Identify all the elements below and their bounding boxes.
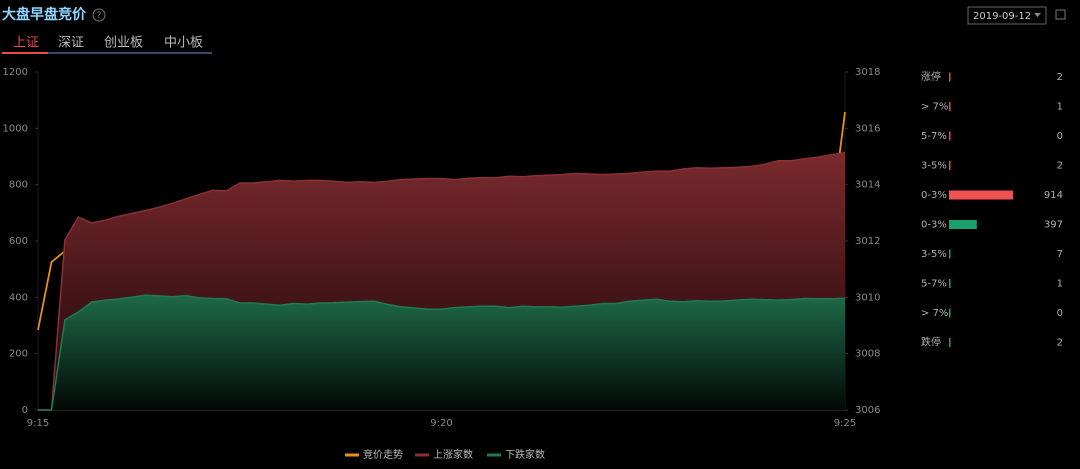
legend-label: 上涨家数 [433,448,473,461]
legend-label: 下跌家数 [505,448,545,461]
y2-tick-label: 3016 [855,123,880,134]
area [38,295,845,410]
tab[interactable]: 中小板 [164,36,203,51]
panel-label: 3-5% [921,161,947,172]
panel-value: 1 [1057,279,1063,290]
panel-bar [949,161,951,170]
panel-value: 0 [1057,131,1063,142]
panel-value: 2 [1057,338,1063,349]
panel-bar [949,279,951,288]
x-tick-label: 9:15 [27,418,49,429]
panel-value: 2 [1057,161,1063,172]
y2-tick-label: 3010 [855,292,880,303]
panel-value: 7 [1057,249,1063,260]
tab[interactable]: 上证 [13,36,39,51]
panel-bar [949,308,951,318]
y2-tick-label: 3006 [855,405,880,416]
panel-bar [949,190,1013,200]
x-tick-label: 9:25 [834,418,856,429]
panel-bar [949,249,951,259]
panel-bar [949,220,977,229]
panel-value: 914 [1044,190,1063,201]
calendar-icon[interactable] [1055,9,1066,20]
panel-label: 5-7% [921,279,947,290]
panel-bar [949,102,951,111]
panel-label: 5-7% [921,131,947,142]
help-icon[interactable] [92,8,106,22]
title: 大盘早盘竞价 [2,6,87,23]
help-text[interactable]: ? [97,11,102,21]
y2-tick-label: 3018 [855,67,880,78]
legend-label: 竞价走势 [363,448,403,461]
y2-tick-label: 3008 [855,349,880,360]
panel-label: 0-3% [921,220,947,231]
y-tick-label: 400 [9,292,28,303]
panel-label: 涨停 [921,70,941,83]
date-picker[interactable] [967,6,1047,25]
panel-label: > 7% [921,308,948,319]
y-tick-label: 600 [9,236,28,247]
panel-label: 跌停 [921,336,941,349]
dropdown-arrow[interactable] [1034,13,1041,17]
x-tick-label: 9:20 [430,418,452,429]
panel-value: 0 [1057,308,1063,319]
panel-bar [949,72,951,82]
panel-label: 3-5% [921,249,947,260]
series-line [38,294,846,411]
y2-tick-label: 3014 [855,180,880,191]
tab[interactable]: 创业板 [104,36,143,51]
panel-value: 397 [1044,220,1063,231]
y-tick-label: 200 [9,349,28,360]
series-line [38,151,846,411]
panel-bar [949,338,951,347]
panel-label: > 7% [921,102,948,113]
y-tick-label: 0 [22,405,28,416]
panel-label: 0-3% [921,190,947,201]
panel-bar [949,131,951,141]
y2-tick-label: 3012 [855,236,880,247]
y-tick-label: 1000 [3,123,28,134]
panel-value: 1 [1057,102,1063,113]
date-text[interactable]: 2019-09-12 [973,11,1031,22]
tab[interactable]: 深证 [58,36,84,51]
y-tick-label: 800 [9,180,28,191]
y-tick-label: 1200 [3,67,28,78]
panel-value: 2 [1057,72,1063,83]
